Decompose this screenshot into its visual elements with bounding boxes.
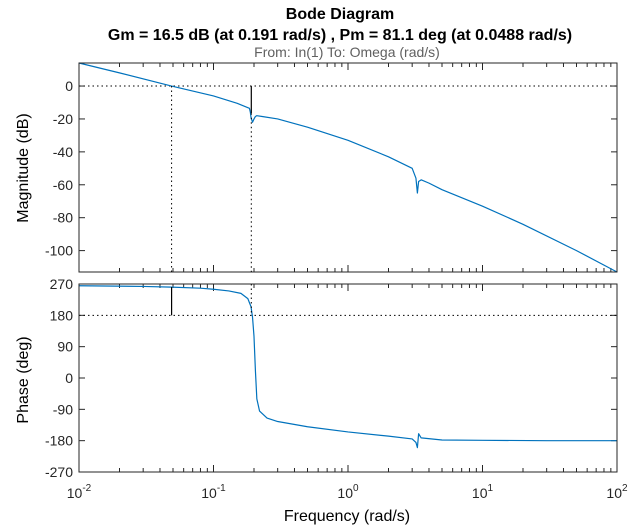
x-tick-label: 101 — [472, 483, 494, 501]
x-tick-label: 10-1 — [201, 483, 226, 501]
magnitude-y-tick-label: -80 — [53, 210, 73, 226]
x-tick-label: 102 — [606, 483, 628, 501]
magnitude-y-tick-label: -100 — [45, 243, 73, 259]
io-label: From: In(1) To: Omega (rad/s) — [254, 44, 440, 60]
phase-y-tick-label: 0 — [65, 370, 73, 386]
x-tick-exponent: 1 — [488, 483, 494, 494]
magnitude-plot-area — [79, 63, 617, 272]
phase-y-tick-label: 90 — [57, 339, 73, 355]
magnitude-curve — [78, 62, 618, 273]
magnitude-frame — [78, 62, 618, 273]
x-tick-exponent: 0 — [353, 483, 359, 494]
phase-y-tick-label: -270 — [45, 464, 73, 480]
x-tick-label: 100 — [337, 483, 359, 501]
phase-y-tick-label: 180 — [50, 307, 74, 323]
x-tick-labels: 10-2 10-1 100 101 102 — [67, 483, 628, 501]
magnitude-y-tick-label: 0 — [65, 78, 73, 94]
phase-y-tick-label: 270 — [50, 276, 74, 292]
x-tick-exponent: -2 — [82, 483, 91, 494]
phase-plot-area — [79, 284, 617, 472]
x-tick-base: 10 — [472, 485, 488, 501]
x-tick-label: 10-2 — [67, 483, 92, 501]
magnitude-panel: 0 -20 -40 -60 -80 -100 — [45, 62, 618, 273]
x-tick-base: 10 — [67, 485, 83, 501]
phase-panel: 270 180 90 0 -90 -180 -270 — [45, 276, 618, 480]
magnitude-y-tick-label: -20 — [53, 111, 73, 127]
phase-axis-label: Phase (deg) — [15, 336, 32, 423]
x-axis-label: Frequency (rad/s) — [284, 508, 410, 525]
phase-y-tick-label: -180 — [45, 433, 73, 449]
chart-title: Bode Diagram — [286, 6, 394, 23]
x-tick-base: 10 — [201, 485, 217, 501]
x-tick-exponent: -1 — [217, 483, 226, 494]
magnitude-axis-label: Magnitude (dB) — [15, 113, 32, 222]
chart-subtitle: Gm = 16.5 dB (at 0.191 rad/s) , Pm = 81.… — [108, 27, 572, 44]
x-tick-base: 10 — [606, 485, 622, 501]
x-tick-exponent: 2 — [622, 483, 628, 494]
phase-y-tick-label: -90 — [53, 401, 73, 417]
phase-curve — [78, 285, 617, 449]
phase-frame — [78, 283, 618, 473]
magnitude-y-tick-label: -40 — [53, 144, 73, 160]
magnitude-y-tick-label: -60 — [53, 177, 73, 193]
x-tick-base: 10 — [337, 485, 353, 501]
